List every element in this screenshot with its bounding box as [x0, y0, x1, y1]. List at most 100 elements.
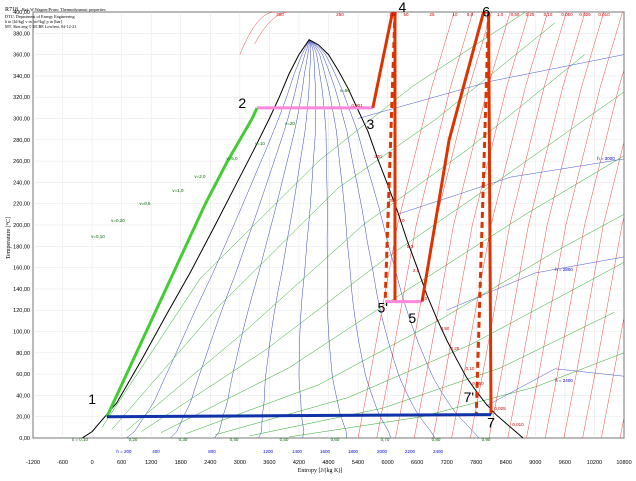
quality-line — [308, 39, 392, 438]
isoline-label: 100 — [389, 12, 397, 17]
isoline-label: 25 — [388, 198, 394, 203]
x-tick-label: 10200 — [587, 460, 602, 466]
volume-line — [215, 262, 624, 436]
isoline-label: 0,50 — [511, 12, 520, 17]
y-tick-label: 0,00 — [19, 436, 30, 442]
cycle-segment-0 — [105, 107, 259, 418]
y-tick-label: 360,00 — [13, 53, 30, 59]
isoline-label: 0,30 — [179, 437, 188, 442]
isoline-label: 0,80 — [432, 437, 441, 442]
isoline-label: 800 — [208, 449, 216, 454]
isoline-label: 0,20 — [129, 437, 138, 442]
isoline-label: 0,50 — [280, 437, 289, 442]
state-point-label: 7' — [464, 389, 474, 405]
y-tick-label: 100,00 — [13, 330, 30, 336]
y-tick-label: 60,00 — [16, 372, 30, 378]
isobar-line — [239, 12, 275, 55]
y-tick-label: 200,00 — [13, 223, 30, 229]
chart-title: R718 — [5, 7, 18, 13]
isoline-label: v=5,0 — [226, 156, 238, 161]
isoline-label: 0,025 — [494, 406, 506, 411]
x-tick-label: 7800 — [470, 460, 482, 466]
isoline-label: 0,050 — [472, 381, 484, 386]
x-tick-label: 3000 — [234, 460, 246, 466]
isobar-line — [563, 140, 624, 438]
isobar-line — [544, 69, 624, 438]
isoline-label: v=50 — [340, 88, 350, 93]
isobar-line — [376, 12, 474, 438]
saturation-dome — [81, 39, 524, 438]
info-line-2: h in [kJ/kg] v in [m³/kg] p in [bar] — [5, 19, 63, 24]
isolines — [101, 12, 624, 438]
info-line-1: DTU, Department of Energy Engineering — [5, 14, 75, 20]
enthalpy-line — [397, 158, 624, 215]
enthalpy-line — [485, 368, 624, 407]
enthalpy-line — [446, 256, 624, 311]
isoline-label: 0,40 — [230, 437, 239, 442]
isoline-label: 250 — [336, 12, 344, 17]
x-tick-label: -600 — [57, 460, 68, 466]
y-tick-label: 80,00 — [16, 351, 30, 357]
x-tick-label: 2400 — [204, 460, 216, 466]
cycle-segment-5 — [420, 12, 493, 415]
isoline-label: 2000 — [377, 449, 388, 454]
volume-line — [289, 352, 624, 438]
quality-line — [308, 39, 347, 438]
cycle-segment-2 — [371, 12, 397, 302]
state-point-label: 1 — [88, 391, 96, 407]
y-tick-label: 240,00 — [13, 180, 30, 186]
x-tick-label: 0 — [91, 460, 94, 466]
isoline-label: 0,25 — [526, 12, 535, 17]
isobar-line — [470, 12, 567, 438]
isoline-label: 0,001 — [351, 103, 363, 108]
isoline-label: 0,025 — [579, 12, 591, 17]
quality-line — [170, 39, 310, 438]
isoline-label: h = 2400 — [555, 378, 573, 383]
y-tick-label: 220,00 — [13, 202, 30, 208]
state-point-label: 7 — [487, 414, 495, 430]
x-tick-label: 3600 — [263, 460, 275, 466]
isoline-label: 300 — [276, 12, 284, 17]
isoline-label: 400 — [152, 449, 160, 454]
isoline-label: 0,70 — [381, 437, 390, 442]
x-tick-label: 1800 — [175, 460, 187, 466]
y-tick-label: 340,00 — [13, 74, 30, 80]
y-tick-label: 180,00 — [13, 244, 30, 250]
isoline-label: 2200 — [405, 449, 416, 454]
isobar-line — [413, 12, 511, 438]
volume-line — [249, 312, 615, 437]
x-tick-label: 600 — [117, 460, 126, 466]
isoline-label: 0,010 — [598, 12, 610, 17]
isobar-line — [488, 12, 586, 438]
isoline-label: 5,0 — [407, 244, 414, 249]
isoline-label: 0,10 — [544, 12, 553, 17]
quality-line — [308, 39, 436, 438]
x-tick-label: 1200 — [145, 460, 157, 466]
isoline-label: 2,5 — [413, 268, 420, 273]
isoline-label: 50 — [403, 12, 409, 17]
enthalpy-line — [357, 54, 624, 119]
isoline-label: v=20 — [285, 121, 295, 126]
y-axis-label: Temperature [°C] — [5, 217, 12, 259]
isoline-label: 1400 — [292, 449, 303, 454]
y-tick-label: 260,00 — [13, 159, 30, 165]
state-point-label: 2 — [238, 95, 246, 111]
y-tick-label: 320,00 — [13, 95, 30, 101]
x-tick-label: 5400 — [352, 460, 364, 466]
isoline-label: v=1,0 — [172, 188, 184, 193]
x-tick-label: 4200 — [293, 460, 305, 466]
volume-line — [126, 54, 585, 431]
x-tick-label: 10800 — [616, 460, 631, 466]
volume-line — [160, 155, 624, 433]
isoline-label: 2400 — [433, 449, 444, 454]
isoline-label: 0,10 — [466, 366, 475, 371]
isoline-label: 0,50 — [441, 326, 450, 331]
isoline-label: 1,0 — [421, 296, 428, 301]
isoline-label: v=0,20 — [111, 218, 125, 223]
state-point-label: 3 — [366, 116, 374, 132]
y-tick-label: 400,00 — [13, 10, 30, 16]
y-tick-label: 140,00 — [13, 287, 30, 293]
isoline-label: 1200 — [263, 449, 274, 454]
